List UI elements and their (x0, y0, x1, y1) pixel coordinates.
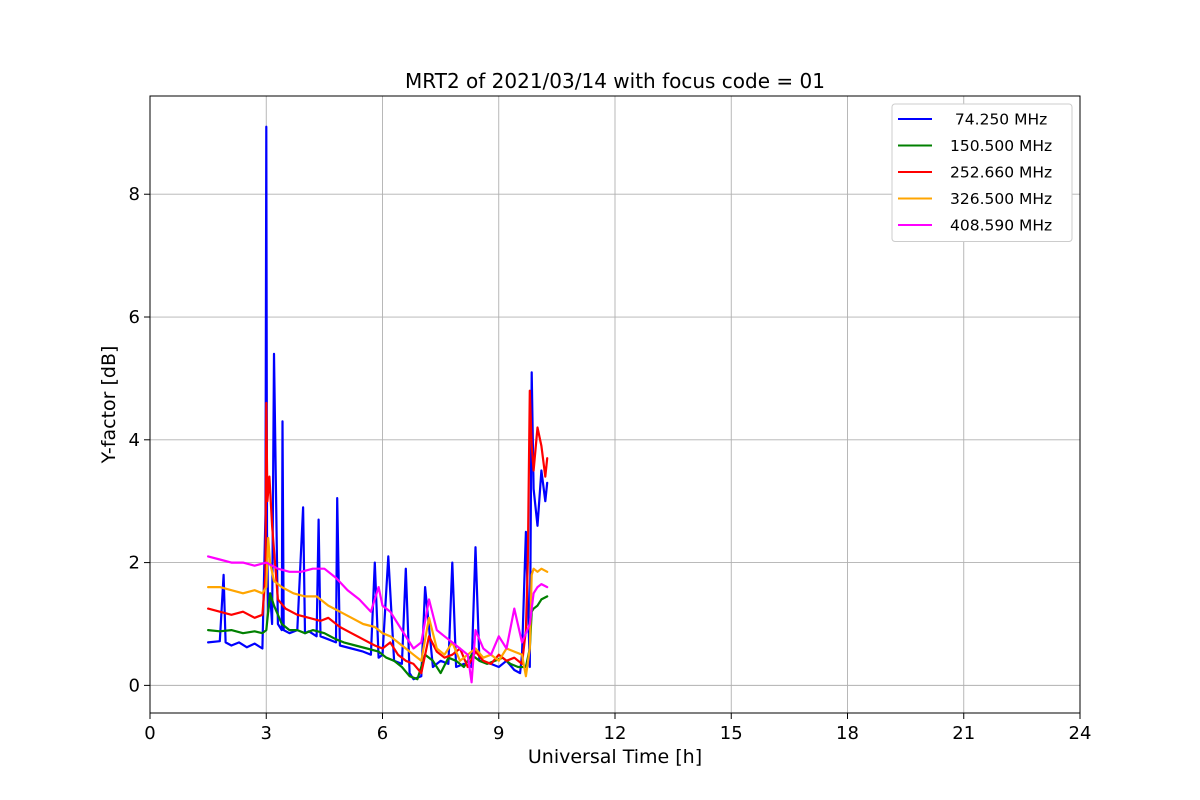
legend-box (891, 103, 1073, 242)
y-tick-label: 6 (129, 307, 140, 328)
y-tick-label: 0 (129, 675, 140, 696)
y-tick-label: 8 (129, 184, 140, 205)
series-line-4 (207, 536, 549, 678)
legend-label: 408.590 MHz (950, 217, 1052, 235)
series-line-2 (207, 592, 549, 681)
y-tick-label: 2 (129, 553, 140, 574)
y-tick-label: 4 (129, 430, 140, 451)
plot-series (207, 125, 549, 684)
chart-title: MRT2 of 2021/03/14 with focus code = 01 (405, 69, 825, 93)
x-tick-label: 12 (604, 723, 627, 744)
y-axis-label: Y-factor [dB] (98, 346, 120, 465)
x-tick-label: 0 (144, 723, 155, 744)
x-tick-label: 21 (952, 723, 975, 744)
series-line-3 (207, 389, 549, 675)
x-tick-label: 3 (261, 723, 272, 744)
legend-label: 74.250 MHz (950, 111, 1047, 129)
x-axis-label: Universal Time [h] (528, 746, 702, 768)
x-tick-label: 9 (493, 723, 504, 744)
legend: 74.250 MHz 150.500 MHz 252.660 MHz 326.500 … (891, 103, 1073, 242)
x-tick-label: 18 (836, 723, 859, 744)
x-tick-label: 24 (1069, 723, 1092, 744)
legend-label: 150.500 MHz (950, 137, 1052, 155)
x-tick-label: 6 (377, 723, 388, 744)
series-line-5 (207, 555, 549, 684)
legend-label: 326.500 MHz (950, 190, 1052, 208)
legend-label: 252.660 MHz (950, 164, 1052, 182)
x-tick-label: 15 (720, 723, 743, 744)
